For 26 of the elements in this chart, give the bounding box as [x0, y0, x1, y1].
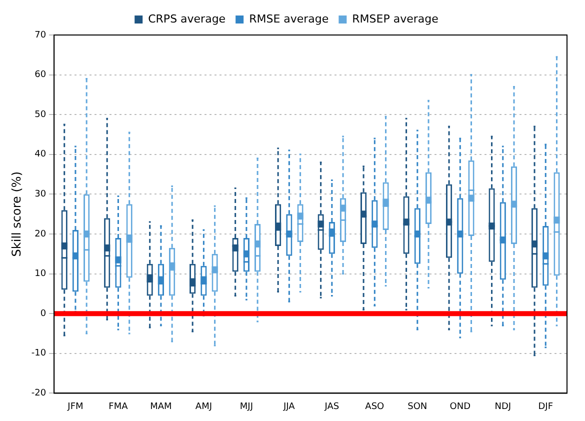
- x-tick-label: MAM: [150, 402, 172, 412]
- y-tick-label: 20: [34, 229, 46, 240]
- x-tick-label: DJF: [538, 402, 554, 412]
- y-tick-label: 30: [34, 190, 46, 200]
- x-tick-label: MJJ: [240, 402, 253, 412]
- y-tick-label: 10: [34, 269, 46, 280]
- x-tick-label: JFM: [66, 402, 84, 412]
- legend-label: RMSE average: [249, 12, 329, 26]
- y-tick-label: -20: [31, 388, 46, 399]
- legend-label: RMSEP average: [352, 12, 439, 26]
- y-tick-label: 60: [34, 70, 46, 80]
- x-tick-label: AMJ: [195, 402, 212, 412]
- x-tick-label: FMA: [108, 402, 129, 412]
- x-tick-label: NDJ: [494, 402, 512, 412]
- y-tick-label: 50: [34, 110, 46, 120]
- x-tick-label: JAS: [324, 402, 340, 412]
- x-tick-label: JJA: [282, 402, 296, 412]
- y-axis-title: Skill score (%): [9, 171, 24, 257]
- y-tick-label: 0: [40, 308, 46, 319]
- y-tick-label: 40: [34, 150, 46, 160]
- y-tick-label: -10: [31, 348, 46, 359]
- y-tick-label: 70: [34, 30, 46, 40]
- x-tick-label: ASO: [365, 402, 384, 412]
- legend-label: CRPS average: [148, 12, 226, 26]
- x-tick-label: OND: [450, 402, 471, 412]
- x-tick-label: SON: [408, 402, 428, 412]
